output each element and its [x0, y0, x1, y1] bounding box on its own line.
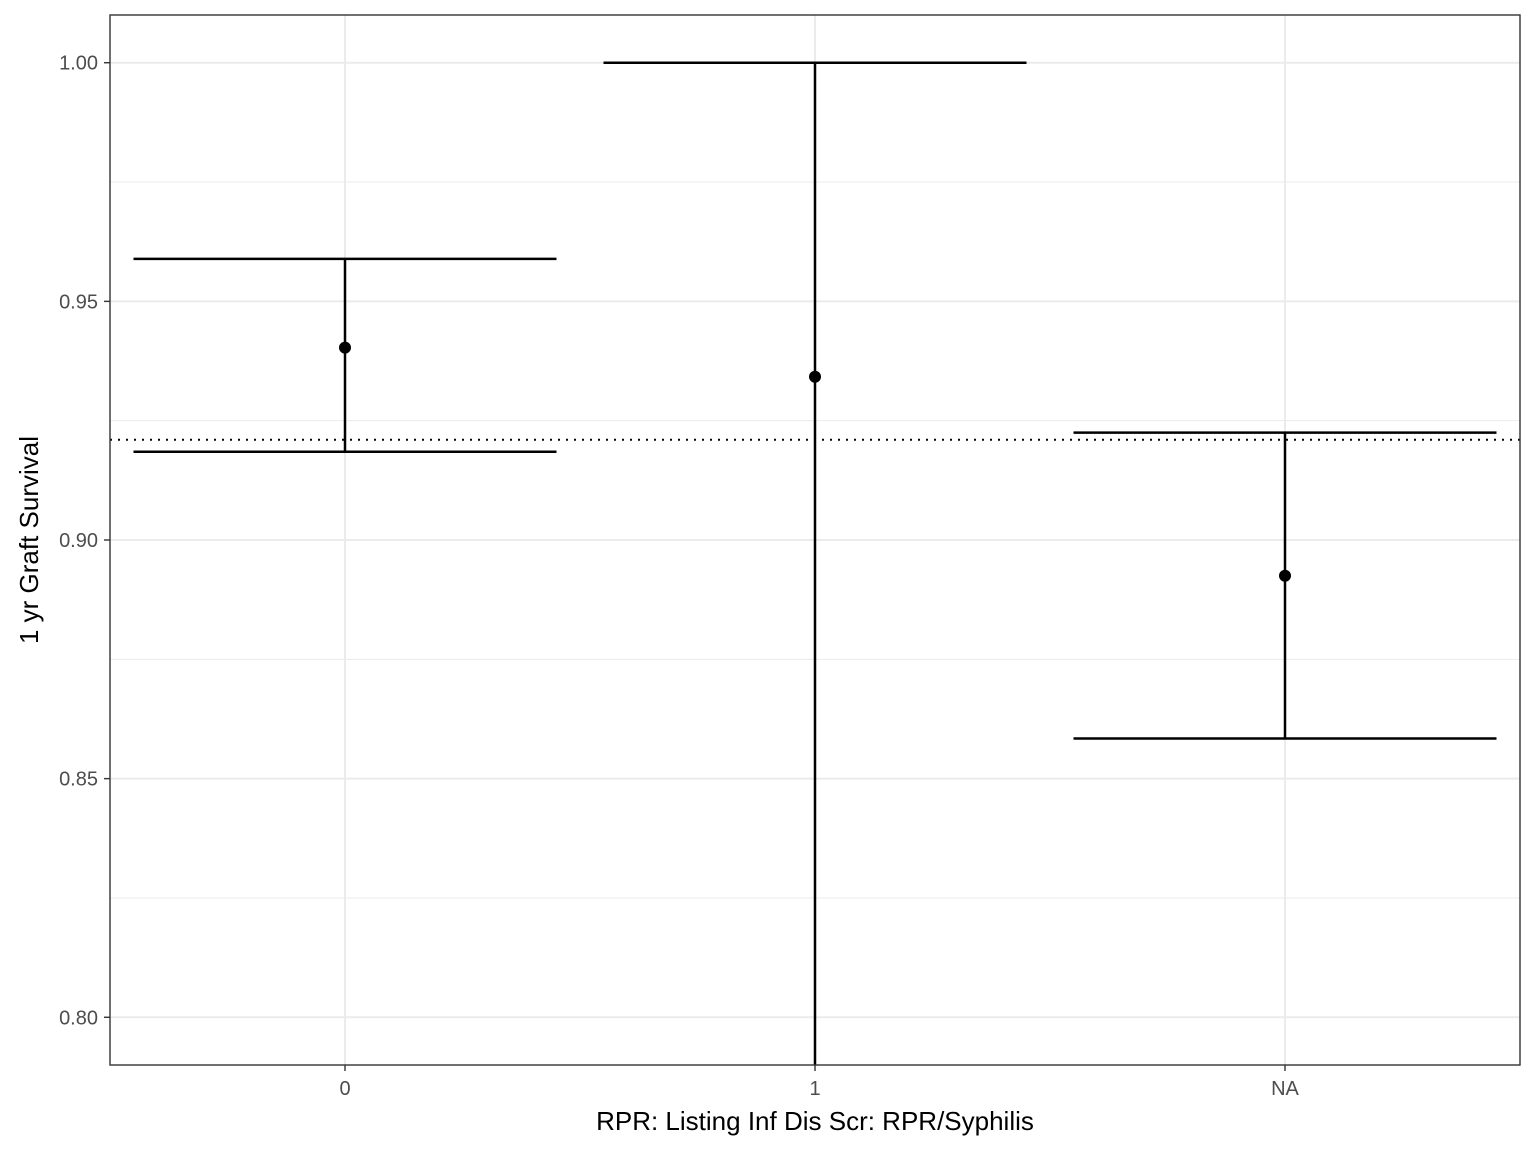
- y-tick-label: 0.90: [59, 530, 98, 552]
- error-bars: [133, 61, 1497, 1065]
- axes: 0.80 0.85 0.90 0.95 1.00 0 1 NA: [59, 53, 1299, 1100]
- x-tick-label: 1: [809, 1078, 820, 1100]
- y-axis-title: 1 yr Graft Survival: [14, 436, 44, 644]
- point-estimate-NA: [1279, 569, 1291, 582]
- point-estimate-1: [809, 370, 821, 383]
- x-tick-label: NA: [1271, 1078, 1299, 1100]
- y-tick-label: 0.85: [59, 769, 98, 791]
- y-tick-label: 1.00: [59, 53, 98, 75]
- y-tick-label: 0.80: [59, 1007, 98, 1029]
- point-estimate-0: [339, 341, 351, 354]
- x-tick-label: 0: [339, 1078, 350, 1100]
- x-axis-title: RPR: Listing Inf Dis Scr: RPR/Syphilis: [596, 1106, 1034, 1136]
- y-tick-label: 0.95: [59, 291, 98, 313]
